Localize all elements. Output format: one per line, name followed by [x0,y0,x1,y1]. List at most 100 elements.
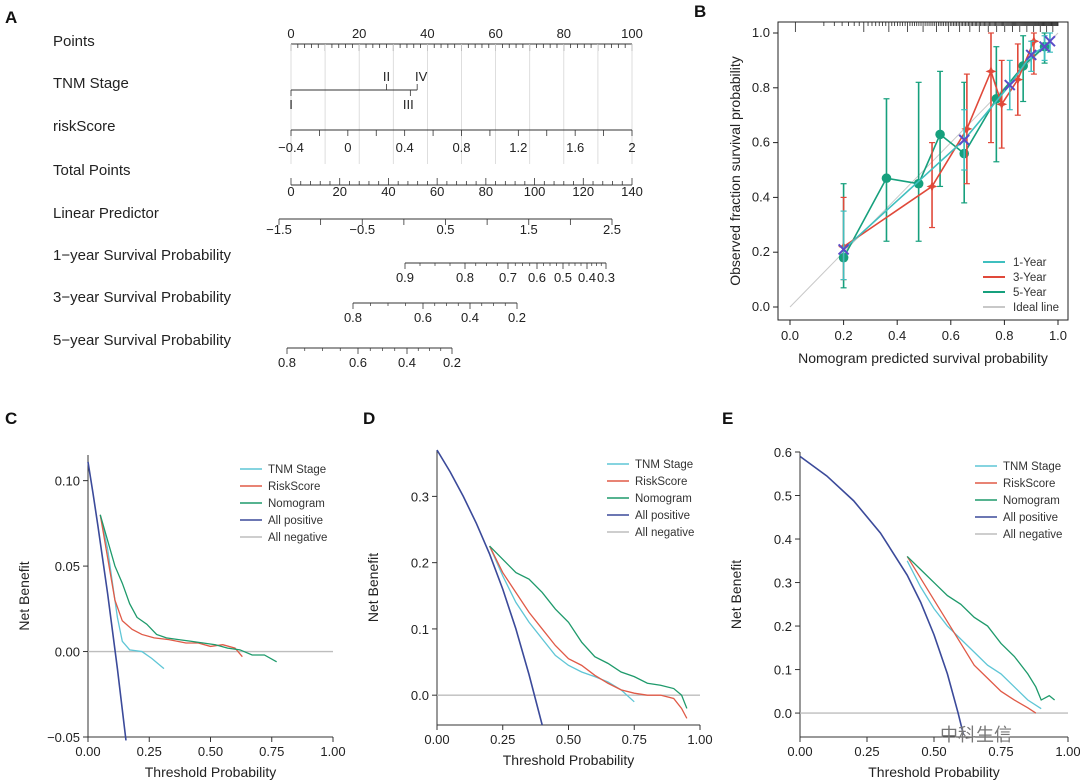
calibration-line [843,40,1051,251]
nomogram-row-label: TNM Stage [53,75,129,92]
tnm-stage-category-label: II [383,69,390,84]
y-tick-label: 0.5 [774,489,792,504]
net-benefit-curve [906,556,1037,714]
tnm-stage-category-label: III [403,97,414,112]
legend-label: 5-Year [1013,287,1047,299]
data-point [913,178,924,189]
data-point [1012,74,1024,86]
tnm-stage-category-label: I [289,97,293,112]
riskscore-tick-label: 1.6 [566,140,584,155]
data-point [1004,79,1016,91]
x-tick-label: 0.00 [787,744,812,759]
survival-tick-label: 0.9 [396,270,414,285]
x-tick-label: 0.00 [75,744,100,759]
net-benefit-curve [906,560,1042,710]
x-tick-label: 0.0 [781,328,799,343]
legend-label: All positive [268,515,323,527]
legend-label: Nomogram [268,498,325,510]
data-point [881,173,892,184]
survival-tick-label: 0.6 [414,310,432,325]
x-tick-label: 0.75 [622,732,647,747]
linear-predictor-tick-label: −0.5 [349,222,375,237]
y-tick-label: 0.0 [752,299,770,314]
y-tick-label: 0.2 [752,244,770,259]
panel-letter-c: C [5,409,17,428]
net-benefit-curve [99,514,277,663]
watermark-text: 中科生信 [940,725,1012,745]
y-tick-label: 0.05 [55,559,80,574]
data-point [996,98,1008,110]
net-benefit-curve [489,545,688,719]
net-benefit-curve [489,545,635,703]
y-tick-label: 0.6 [752,135,770,150]
panel-letter-d: D [363,409,375,428]
y-tick-label: 0.4 [774,532,792,547]
y-axis-title: Net Benefit [365,553,381,622]
total-points-tick-label: 80 [479,184,493,199]
x-tick-label: 0.75 [259,744,284,759]
survival-tick-label: 0.7 [499,270,517,285]
x-axis-title: Nomogram predicted survival probability [798,350,1048,366]
data-point [961,123,973,135]
x-tick-label: 0.50 [556,732,581,747]
x-tick-label: 0.50 [198,744,223,759]
x-tick-label: 0.25 [137,744,162,759]
panel-d-dca: D 0.00 0.25 0.50 0.75 1.00 0.0 0.1 0.2 0.3 Thresho… [363,409,713,768]
legend-label: Nomogram [635,493,692,505]
x-tick-label: 0.6 [942,328,960,343]
x-tick-label: 1.00 [687,732,712,747]
x-tick-label: 1.00 [320,744,345,759]
survival-tick-label: 0.4 [578,270,596,285]
net-benefit-curve [436,449,543,726]
y-axis-title: Observed fraction survival probability [727,56,743,286]
legend-label: TNM Stage [635,459,693,471]
y-tick-label: 0.3 [774,576,792,591]
y-tick-label: 0.2 [774,619,792,634]
riskscore-tick-label: 0.4 [396,140,414,155]
x-axis-title: Threshold Probability [868,764,1000,780]
nomogram-row-label: 5−year Survival Probability [53,332,232,349]
riskscore-tick-label: −0.4 [278,140,304,155]
net-benefit-curve [799,455,965,736]
y-tick-label: 0.00 [55,645,80,660]
net-benefit-curve [99,514,243,658]
x-tick-label: 0.50 [921,744,946,759]
y-tick-label: 0.6 [774,445,792,460]
nomogram-row-label: riskScore [53,118,116,135]
data-point [985,65,997,77]
survival-tick-label: 0.8 [456,270,474,285]
nomogram-row-label: Points [53,33,95,50]
points-tick-label: 0 [287,26,294,41]
panel-c-dca: C0.00 0.25 0.50 0.75 1.00−0.050.000.050.10Th… [5,409,346,780]
x-axis-title: Threshold Probability [503,752,635,768]
y-axis-title: Net Benefit [16,561,32,630]
net-benefit-curve [906,555,1056,701]
survival-tick-label: 0.4 [398,355,416,370]
y-tick-label: 0.1 [774,663,792,678]
total-points-tick-label: 120 [572,184,594,199]
total-points-tick-label: 140 [621,184,643,199]
tnm-stage-category-label: IV [415,69,428,84]
survival-tick-label: 0.4 [461,310,479,325]
points-tick-label: 40 [420,26,434,41]
total-points-tick-label: 20 [332,184,346,199]
x-tick-label: 0.75 [988,744,1013,759]
net-benefit-curve [489,545,688,709]
x-tick-label: 0.8 [995,328,1013,343]
survival-tick-label: 0.5 [554,270,572,285]
survival-tick-label: 0.8 [344,310,362,325]
y-tick-label: −0.05 [47,730,80,745]
data-point [1044,35,1056,47]
data-point [958,134,970,146]
legend-label: 3-Year [1013,272,1047,284]
survival-tick-label: 0.3 [597,270,615,285]
y-tick-label: 1.0 [752,25,770,40]
survival-tick-label: 0.6 [528,270,546,285]
points-tick-label: 60 [488,26,502,41]
riskscore-tick-label: 1.2 [509,140,527,155]
data-point [837,243,850,256]
legend-label: 1-Year [1013,257,1047,269]
total-points-tick-label: 60 [430,184,444,199]
legend-label: All negative [268,532,327,544]
